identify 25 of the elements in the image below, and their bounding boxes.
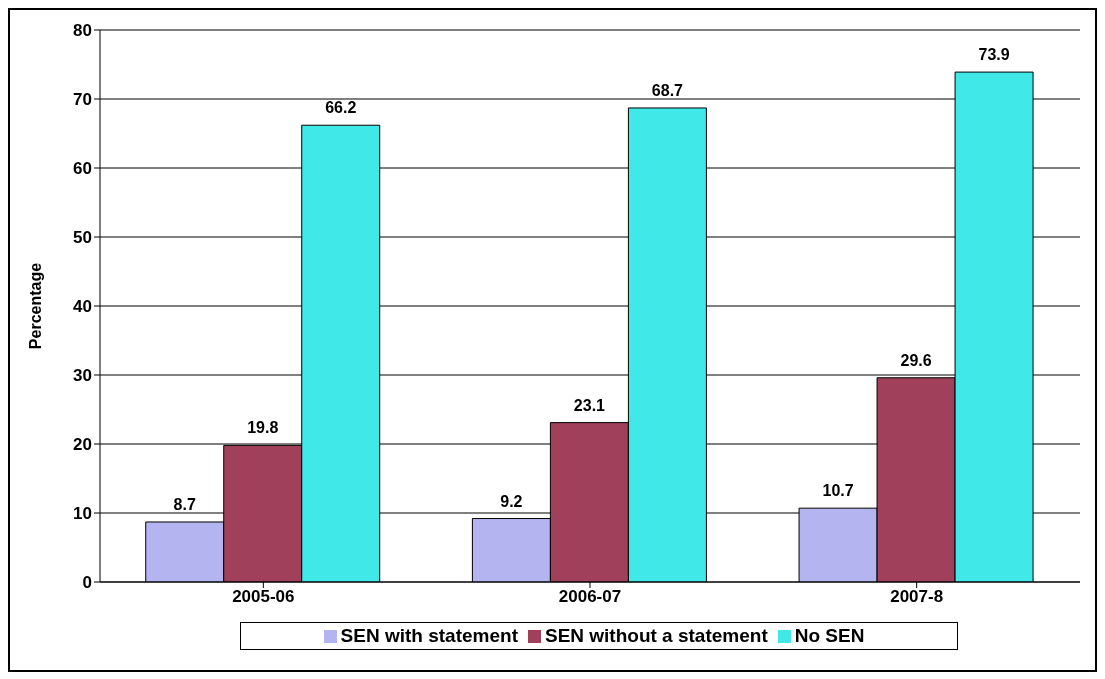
data-label: 29.6 [900, 351, 932, 369]
y-tick-label: 70 [73, 90, 92, 110]
x-tick-label: 2006-07 [558, 587, 622, 607]
y-tick-label: 20 [73, 435, 92, 455]
y-tick-label: 50 [73, 228, 92, 248]
y-tick-label: 30 [73, 366, 92, 386]
data-label: 10.7 [822, 482, 854, 500]
y-tick-label: 0 [82, 573, 92, 593]
y-tick-label: 60 [73, 159, 92, 179]
y-axis-title: Percentage [26, 262, 44, 350]
data-label: 66.2 [325, 99, 357, 117]
data-label: 8.7 [173, 495, 196, 513]
x-tick-label: 2005-06 [232, 587, 295, 607]
legend-label: No SEN [794, 625, 865, 646]
y-tick-label: 10 [73, 504, 92, 524]
legend-label: SEN without a statement [544, 625, 768, 646]
x-tick-label: 2007-8 [890, 587, 944, 607]
y-tick-label: 80 [73, 21, 92, 41]
y-tick-label: 40 [73, 297, 92, 317]
data-label: 9.2 [500, 492, 523, 510]
data-label: 68.7 [651, 81, 684, 99]
data-label: 19.8 [247, 419, 279, 437]
data-label: 73.9 [978, 46, 1010, 64]
legend-label: SEN with statement [340, 625, 518, 646]
data-label: 23.1 [573, 396, 606, 414]
